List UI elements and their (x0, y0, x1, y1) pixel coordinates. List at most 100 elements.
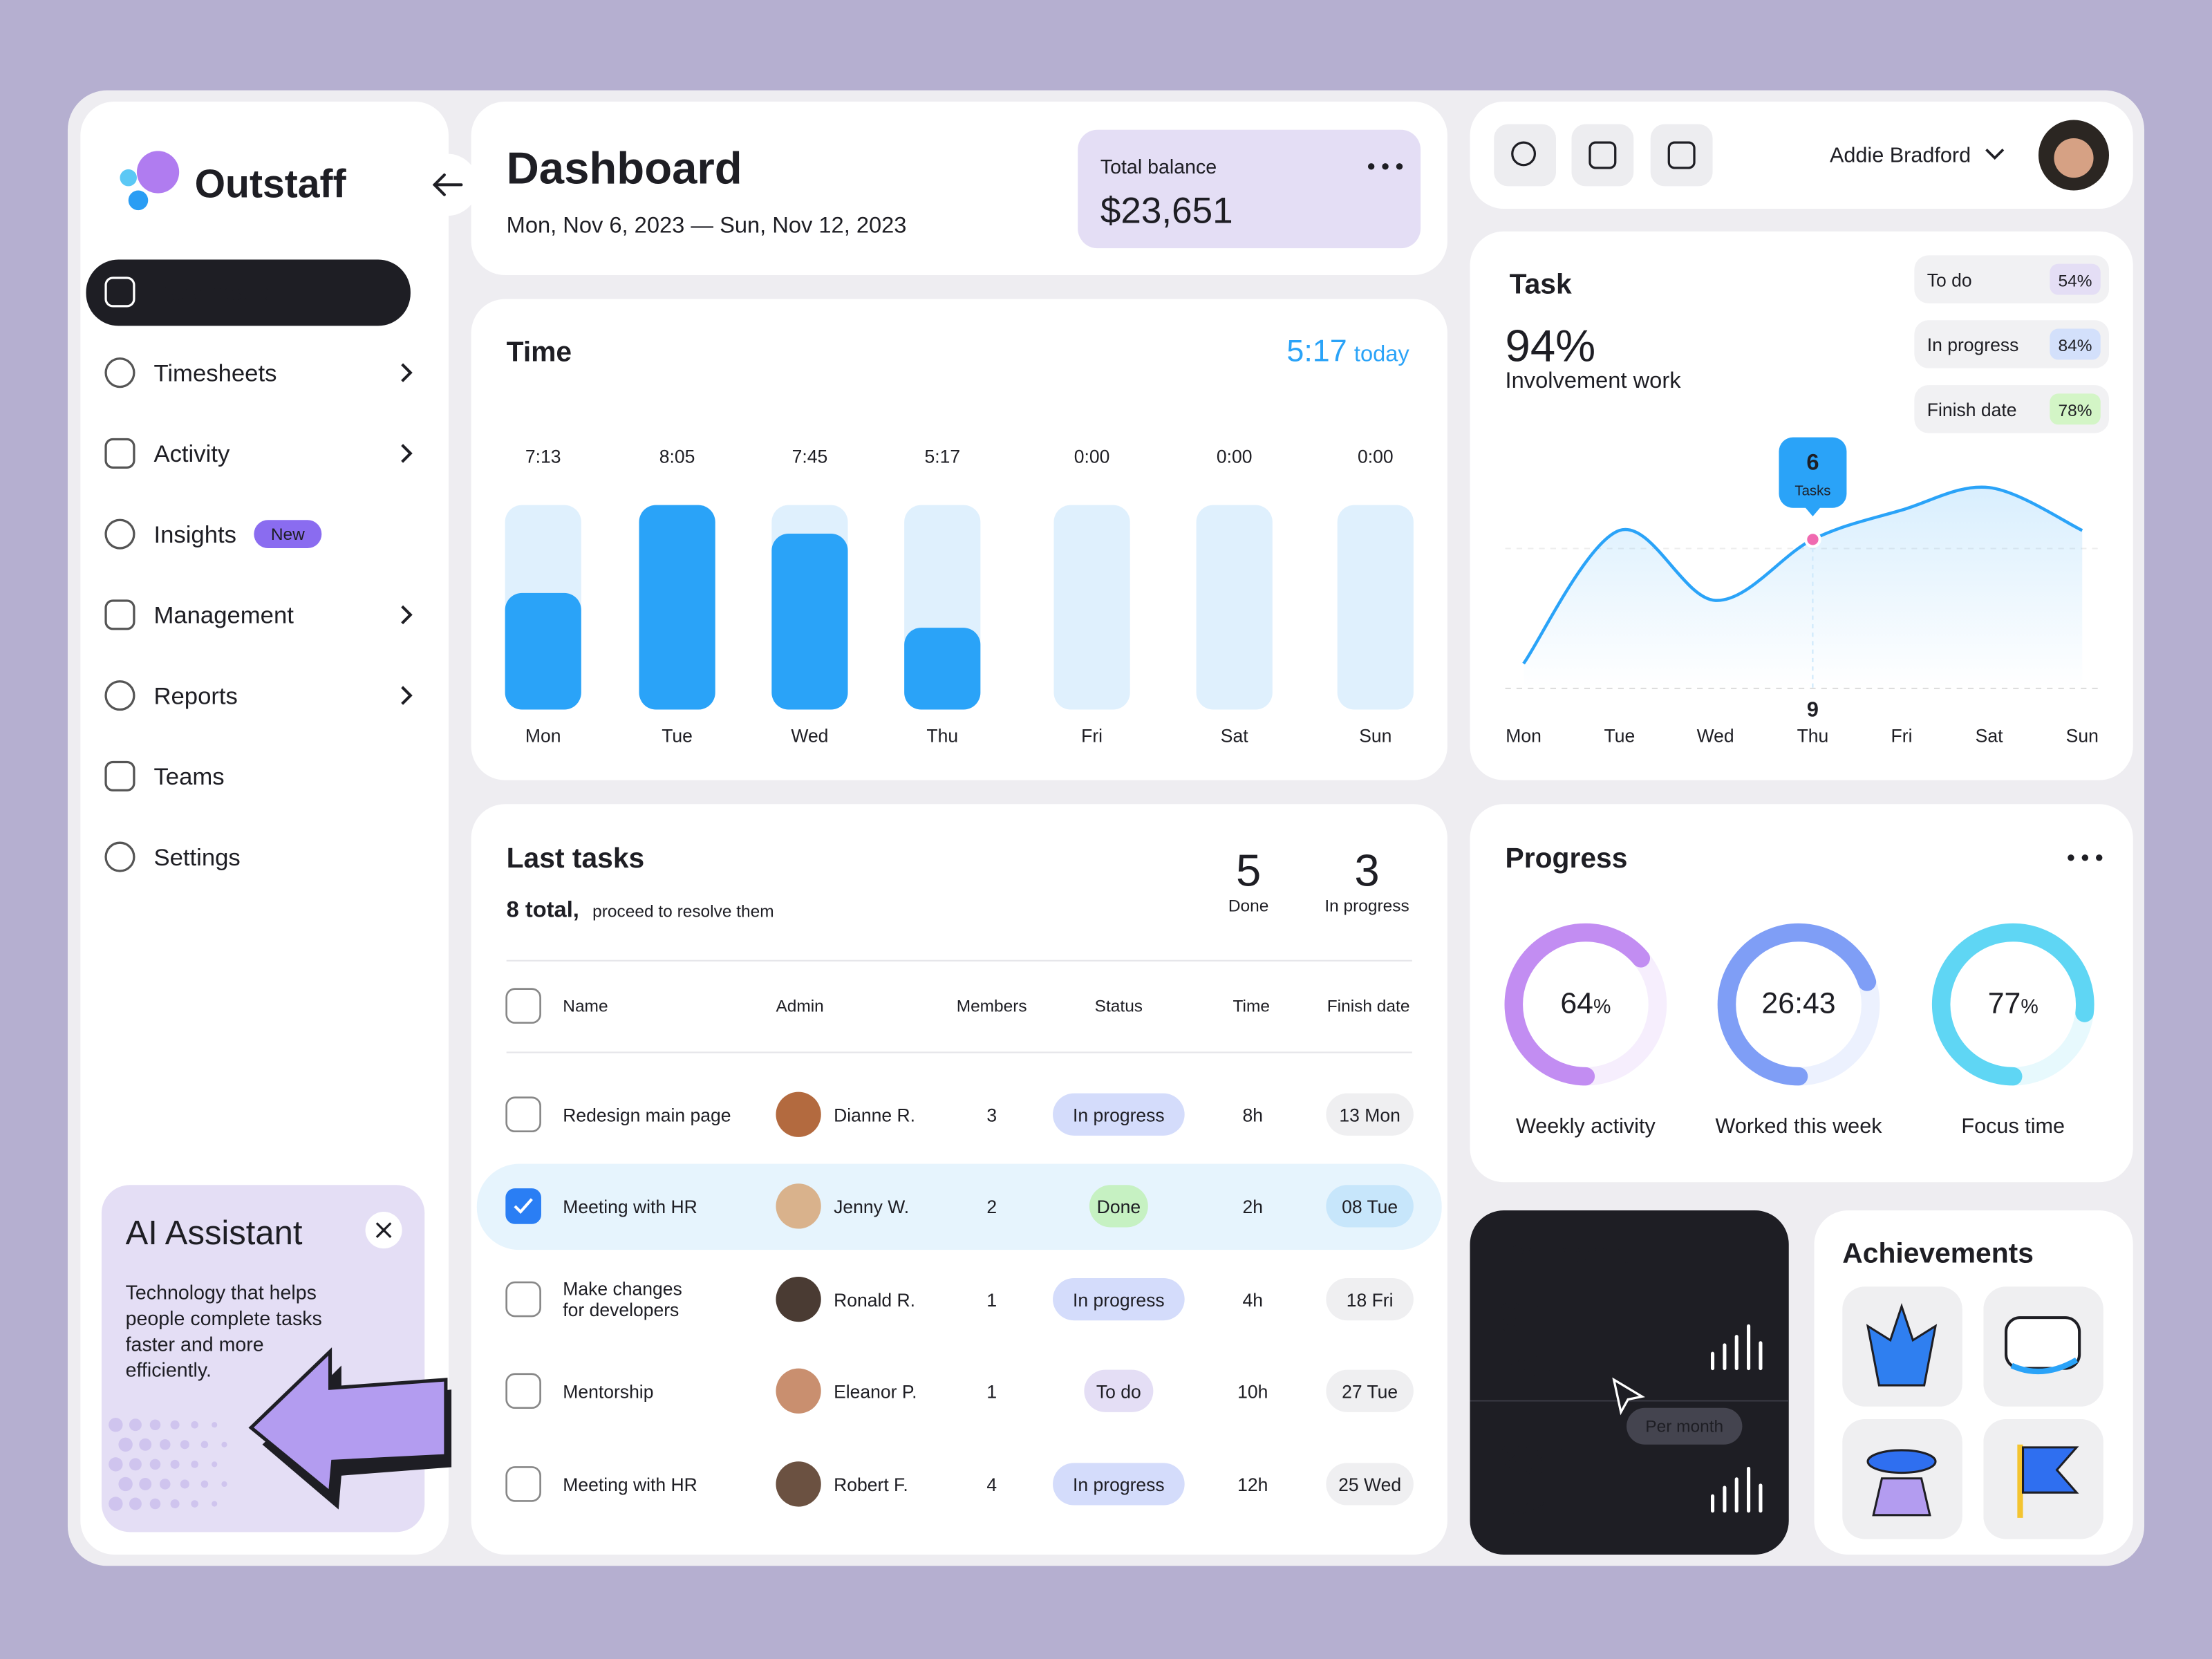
ai-dot (191, 1500, 198, 1508)
ai-text: people complete tasks (126, 1308, 322, 1330)
nav-label[interactable]: Reports (153, 683, 237, 709)
ring-number: 64 (1560, 986, 1593, 1020)
achievement-icon-detail (2010, 1357, 2079, 1375)
nav-label[interactable]: Management (153, 603, 294, 629)
nav-icon (104, 518, 135, 550)
x-tick-label: Sat (1221, 725, 1248, 746)
admin-avatar (776, 1276, 821, 1322)
tooltip-value: 6 (1806, 449, 1819, 475)
nav-badge (254, 520, 322, 549)
admin-name: Jenny W. (834, 1197, 909, 1217)
user-name[interactable]: Addie Bradford (1830, 144, 1971, 167)
bar-value-label: 0:00 (1217, 446, 1253, 467)
finish-date: 27 Tue (1342, 1381, 1398, 1402)
nav-label[interactable]: Dashboard (153, 280, 271, 306)
ai-dot (170, 1499, 180, 1509)
checkmark (514, 1198, 533, 1215)
logo-dot (128, 190, 149, 211)
nav-icon (104, 276, 135, 308)
ring-number: 77 (1988, 986, 2021, 1020)
members: 1 (986, 1290, 997, 1311)
toolbar-button[interactable] (1571, 124, 1634, 187)
ring-unit: % (1593, 995, 1611, 1018)
checkbox[interactable] (505, 1466, 541, 1502)
checkbox[interactable] (505, 988, 541, 1024)
ai-dot (160, 1439, 171, 1450)
per-month-value: 9+ (1499, 1294, 1548, 1341)
x-tick-label: Fri (1081, 725, 1103, 746)
nav-chevron (401, 605, 413, 625)
ai-dot (170, 1420, 180, 1430)
checkbox[interactable] (505, 1188, 541, 1224)
nav-label[interactable]: Activity (153, 441, 230, 467)
members: 3 (986, 1105, 997, 1125)
x-tick-label: Sun (1359, 725, 1391, 746)
per-month-card (1470, 1210, 1789, 1555)
x-tick-label: Thu (926, 725, 958, 746)
admin-avatar (776, 1461, 821, 1507)
legend-badge (2050, 393, 2101, 425)
nav-active[interactable] (86, 259, 411, 326)
bar (904, 628, 981, 710)
nav-label[interactable]: Timesheets (153, 360, 276, 386)
ai-text: efficiently. (126, 1360, 212, 1382)
balance-menu-dot[interactable] (1367, 163, 1375, 170)
time: 8h (1242, 1105, 1263, 1125)
x-tick-label: Wed (1697, 725, 1734, 746)
ai-dot (212, 1422, 218, 1428)
line-area (1524, 487, 2083, 688)
per-month-label: Project (1499, 1351, 1570, 1376)
task-name: Redesign main page (563, 1105, 731, 1125)
status: In progress (1073, 1290, 1165, 1311)
per-month-tooltip (1627, 1407, 1743, 1445)
achievements-title: Achievements (1842, 1237, 2034, 1269)
finish-date: 18 Fri (1347, 1290, 1394, 1311)
balance-menu-dot[interactable] (1396, 163, 1403, 170)
x-tick-label: Mon (1506, 725, 1541, 746)
ring (1931, 923, 2094, 1086)
logo-dot (136, 151, 180, 194)
ai-dot (129, 1497, 142, 1510)
toolbar-button[interactable] (1494, 124, 1557, 187)
bar (505, 592, 581, 710)
admin-name: Dianne R. (834, 1105, 915, 1125)
checkbox[interactable] (505, 1281, 541, 1318)
x-tick-label: Sun (2066, 725, 2099, 746)
ai-text: faster and more (126, 1333, 264, 1356)
progress-menu-dot[interactable] (2068, 854, 2074, 861)
column-header: Finish date (1327, 997, 1410, 1015)
per-month-title: Per month (1499, 1237, 1629, 1269)
bar-value-label: 7:13 (525, 446, 561, 467)
bar-value-label: 5:17 (924, 446, 960, 467)
today-label: today (1354, 340, 1410, 366)
x-tick-label: Wed (791, 725, 828, 746)
tasks-total: 8 total, (507, 897, 579, 922)
nav-label[interactable]: Insights (153, 522, 236, 548)
balance-menu-dot[interactable] (1382, 163, 1389, 170)
checkbox[interactable] (505, 1096, 541, 1133)
nav-label[interactable]: Settings (153, 845, 240, 871)
task-percent: 94% (1506, 320, 1596, 371)
legend-badge (2050, 263, 2101, 295)
balance-box (1078, 129, 1421, 249)
column-header: Members (957, 997, 1027, 1015)
ai-dot (139, 1477, 152, 1490)
per-month-value: 23+ (1499, 1436, 1571, 1483)
page-title: Dashboard (507, 142, 742, 193)
balance-label: Total balance (1100, 156, 1217, 178)
achievement-icon-detail (2022, 1446, 2079, 1494)
nav-label[interactable]: Teams (153, 764, 224, 790)
toolbar-button[interactable] (1650, 124, 1713, 187)
progress-menu-dot[interactable] (2081, 854, 2089, 861)
ai-text: Technology that helps (126, 1282, 317, 1304)
status-pill (1089, 1185, 1148, 1228)
checkbox[interactable] (505, 1373, 541, 1409)
balance-value: $23,651 (1100, 190, 1233, 231)
legend-label: In progress (1927, 335, 2019, 355)
x-tick-label: Tue (662, 725, 693, 746)
progress-menu-dot[interactable] (2096, 854, 2103, 861)
ai-dot (191, 1421, 198, 1429)
achievement-icon (1866, 1302, 1938, 1387)
user-avatar-face (2054, 138, 2094, 178)
achievement-icon (2005, 1316, 2081, 1370)
